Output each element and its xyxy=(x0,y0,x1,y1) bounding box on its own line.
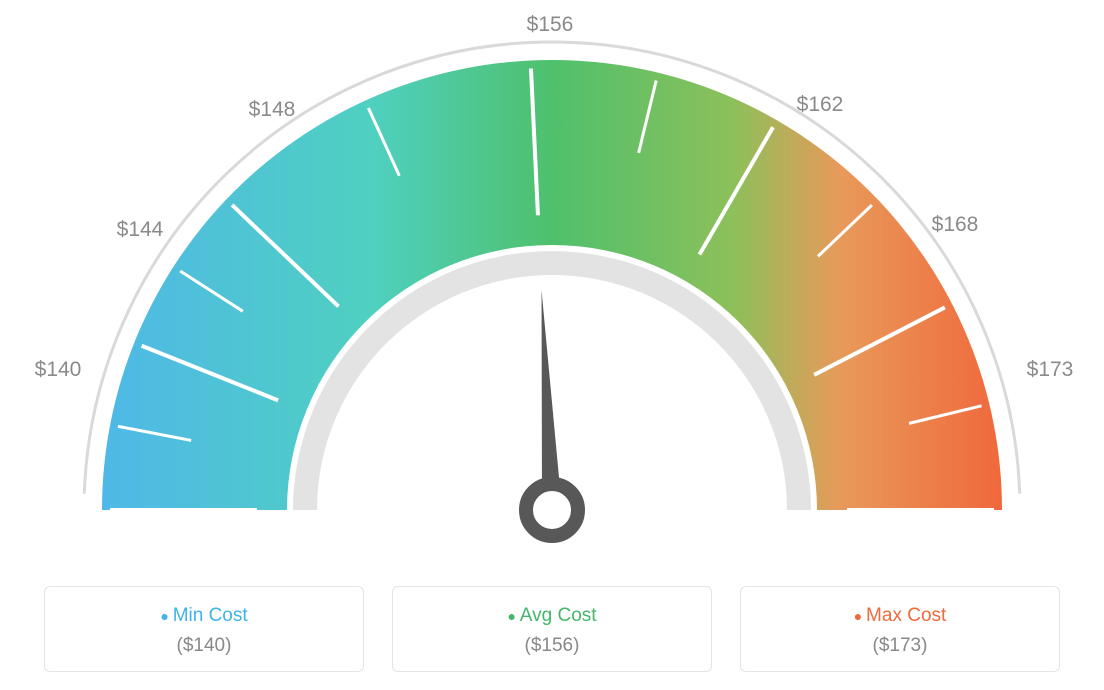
legend-label-max: Max Cost xyxy=(751,605,1049,627)
legend-value-avg: ($156) xyxy=(403,635,701,657)
tick-label: $156 xyxy=(527,13,574,37)
tick-label: $148 xyxy=(249,98,296,122)
legend-label-avg: Avg Cost xyxy=(403,605,701,627)
cost-gauge-chart: $140 $144 $148 $156 $162 $168 $173 Min Cost ($… xyxy=(0,0,1104,690)
legend-value-max: ($173) xyxy=(751,635,1049,657)
tick-label: $168 xyxy=(932,213,979,237)
legend-card-avg: Avg Cost ($156) xyxy=(392,586,712,672)
gauge-hub xyxy=(526,484,578,536)
legend-row: Min Cost ($140) Avg Cost ($156) Max Cost… xyxy=(0,586,1104,672)
legend-value-min: ($140) xyxy=(55,635,353,657)
tick-label: $140 xyxy=(35,358,82,382)
legend-card-min: Min Cost ($140) xyxy=(44,586,364,672)
legend-label-min: Min Cost xyxy=(55,605,353,627)
legend-card-max: Max Cost ($173) xyxy=(740,586,1060,672)
tick-label: $173 xyxy=(1027,358,1074,382)
tick-label: $162 xyxy=(797,93,844,117)
gauge-area: $140 $144 $148 $156 $162 $168 $173 xyxy=(0,0,1104,560)
gauge-svg xyxy=(0,0,1104,560)
tick-label: $144 xyxy=(117,218,164,242)
